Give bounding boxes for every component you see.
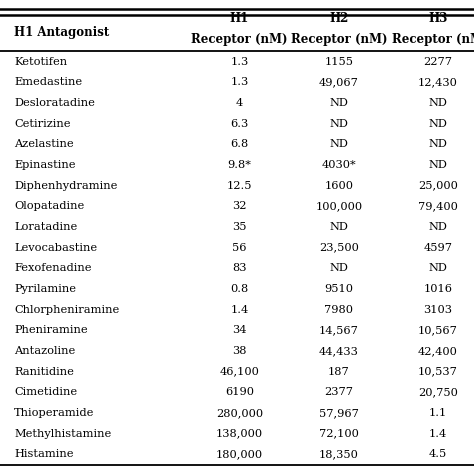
Text: 32: 32 — [232, 201, 246, 211]
Text: 4.5: 4.5 — [429, 449, 447, 459]
Text: 20,750: 20,750 — [418, 387, 458, 397]
Text: 34: 34 — [232, 325, 246, 335]
Text: Receptor (nM: Receptor (nM — [392, 33, 474, 46]
Text: 18,350: 18,350 — [319, 449, 359, 459]
Text: Diphenhydramine: Diphenhydramine — [14, 181, 118, 191]
Text: Loratadine: Loratadine — [14, 222, 77, 232]
Text: 1155: 1155 — [324, 56, 354, 66]
Text: 42,400: 42,400 — [418, 346, 458, 356]
Text: 280,000: 280,000 — [216, 408, 263, 418]
Text: 4: 4 — [236, 98, 243, 108]
Text: 4030*: 4030* — [321, 160, 356, 170]
Text: 9510: 9510 — [324, 284, 354, 294]
Text: Methylhistamine: Methylhistamine — [14, 428, 111, 438]
Text: 1.4: 1.4 — [230, 304, 248, 315]
Text: 180,000: 180,000 — [216, 449, 263, 459]
Text: 10,567: 10,567 — [418, 325, 458, 335]
Text: 6190: 6190 — [225, 387, 254, 397]
Text: ND: ND — [428, 263, 447, 273]
Text: 35: 35 — [232, 222, 246, 232]
Text: 49,067: 49,067 — [319, 77, 359, 87]
Text: 38: 38 — [232, 346, 246, 356]
Text: 4597: 4597 — [423, 243, 453, 253]
Text: 9.8*: 9.8* — [228, 160, 251, 170]
Text: Desloratadine: Desloratadine — [14, 98, 95, 108]
Text: ND: ND — [329, 98, 348, 108]
Text: 187: 187 — [328, 366, 350, 376]
Text: Receptor (nM): Receptor (nM) — [191, 33, 288, 46]
Text: 57,967: 57,967 — [319, 408, 359, 418]
Text: 25,000: 25,000 — [418, 181, 458, 191]
Text: 138,000: 138,000 — [216, 428, 263, 438]
Text: ND: ND — [428, 160, 447, 170]
Text: ND: ND — [329, 118, 348, 128]
Text: H1: H1 — [230, 12, 249, 25]
Text: ND: ND — [329, 263, 348, 273]
Text: Antazoline: Antazoline — [14, 346, 75, 356]
Text: 6.3: 6.3 — [230, 118, 248, 128]
Text: H3: H3 — [428, 12, 447, 25]
Text: Levocabastine: Levocabastine — [14, 243, 97, 253]
Text: Ranitidine: Ranitidine — [14, 366, 74, 376]
Text: 2277: 2277 — [423, 56, 453, 66]
Text: Cetirizine: Cetirizine — [14, 118, 71, 128]
Text: 1016: 1016 — [423, 284, 453, 294]
Text: Azelastine: Azelastine — [14, 139, 74, 149]
Text: 1.3: 1.3 — [230, 56, 248, 66]
Text: 7980: 7980 — [324, 304, 354, 315]
Text: 12.5: 12.5 — [227, 181, 252, 191]
Text: 72,100: 72,100 — [319, 428, 359, 438]
Text: ND: ND — [428, 118, 447, 128]
Text: Olopatadine: Olopatadine — [14, 201, 84, 211]
Text: Receptor (nM): Receptor (nM) — [291, 33, 387, 46]
Text: 1.3: 1.3 — [230, 77, 248, 87]
Text: Cimetidine: Cimetidine — [14, 387, 77, 397]
Text: 46,100: 46,100 — [219, 366, 259, 376]
Text: Emedastine: Emedastine — [14, 77, 82, 87]
Text: Thioperamide: Thioperamide — [14, 408, 95, 418]
Text: 10,537: 10,537 — [418, 366, 458, 376]
Text: Pheniramine: Pheniramine — [14, 325, 88, 335]
Text: 56: 56 — [232, 243, 246, 253]
Text: Chlorpheniramine: Chlorpheniramine — [14, 304, 119, 315]
Text: ND: ND — [329, 222, 348, 232]
Text: 44,433: 44,433 — [319, 346, 359, 356]
Text: Fexofenadine: Fexofenadine — [14, 263, 92, 273]
Text: 14,567: 14,567 — [319, 325, 359, 335]
Text: Epinastine: Epinastine — [14, 160, 76, 170]
Text: H2: H2 — [329, 12, 348, 25]
Text: 1.1: 1.1 — [429, 408, 447, 418]
Text: 12,430: 12,430 — [418, 77, 458, 87]
Text: 0.8: 0.8 — [230, 284, 248, 294]
Text: Ketotifen: Ketotifen — [14, 56, 67, 66]
Text: ND: ND — [329, 139, 348, 149]
Text: 23,500: 23,500 — [319, 243, 359, 253]
Text: H1 Antagonist: H1 Antagonist — [14, 26, 109, 39]
Text: 6.8: 6.8 — [230, 139, 248, 149]
Text: 100,000: 100,000 — [315, 201, 363, 211]
Text: 1600: 1600 — [324, 181, 354, 191]
Text: Pyrilamine: Pyrilamine — [14, 284, 76, 294]
Text: ND: ND — [428, 139, 447, 149]
Text: 1.4: 1.4 — [429, 428, 447, 438]
Text: 3103: 3103 — [423, 304, 453, 315]
Text: ND: ND — [428, 98, 447, 108]
Text: ND: ND — [428, 222, 447, 232]
Text: 2377: 2377 — [324, 387, 354, 397]
Text: 79,400: 79,400 — [418, 201, 458, 211]
Text: Histamine: Histamine — [14, 449, 74, 459]
Text: 83: 83 — [232, 263, 246, 273]
